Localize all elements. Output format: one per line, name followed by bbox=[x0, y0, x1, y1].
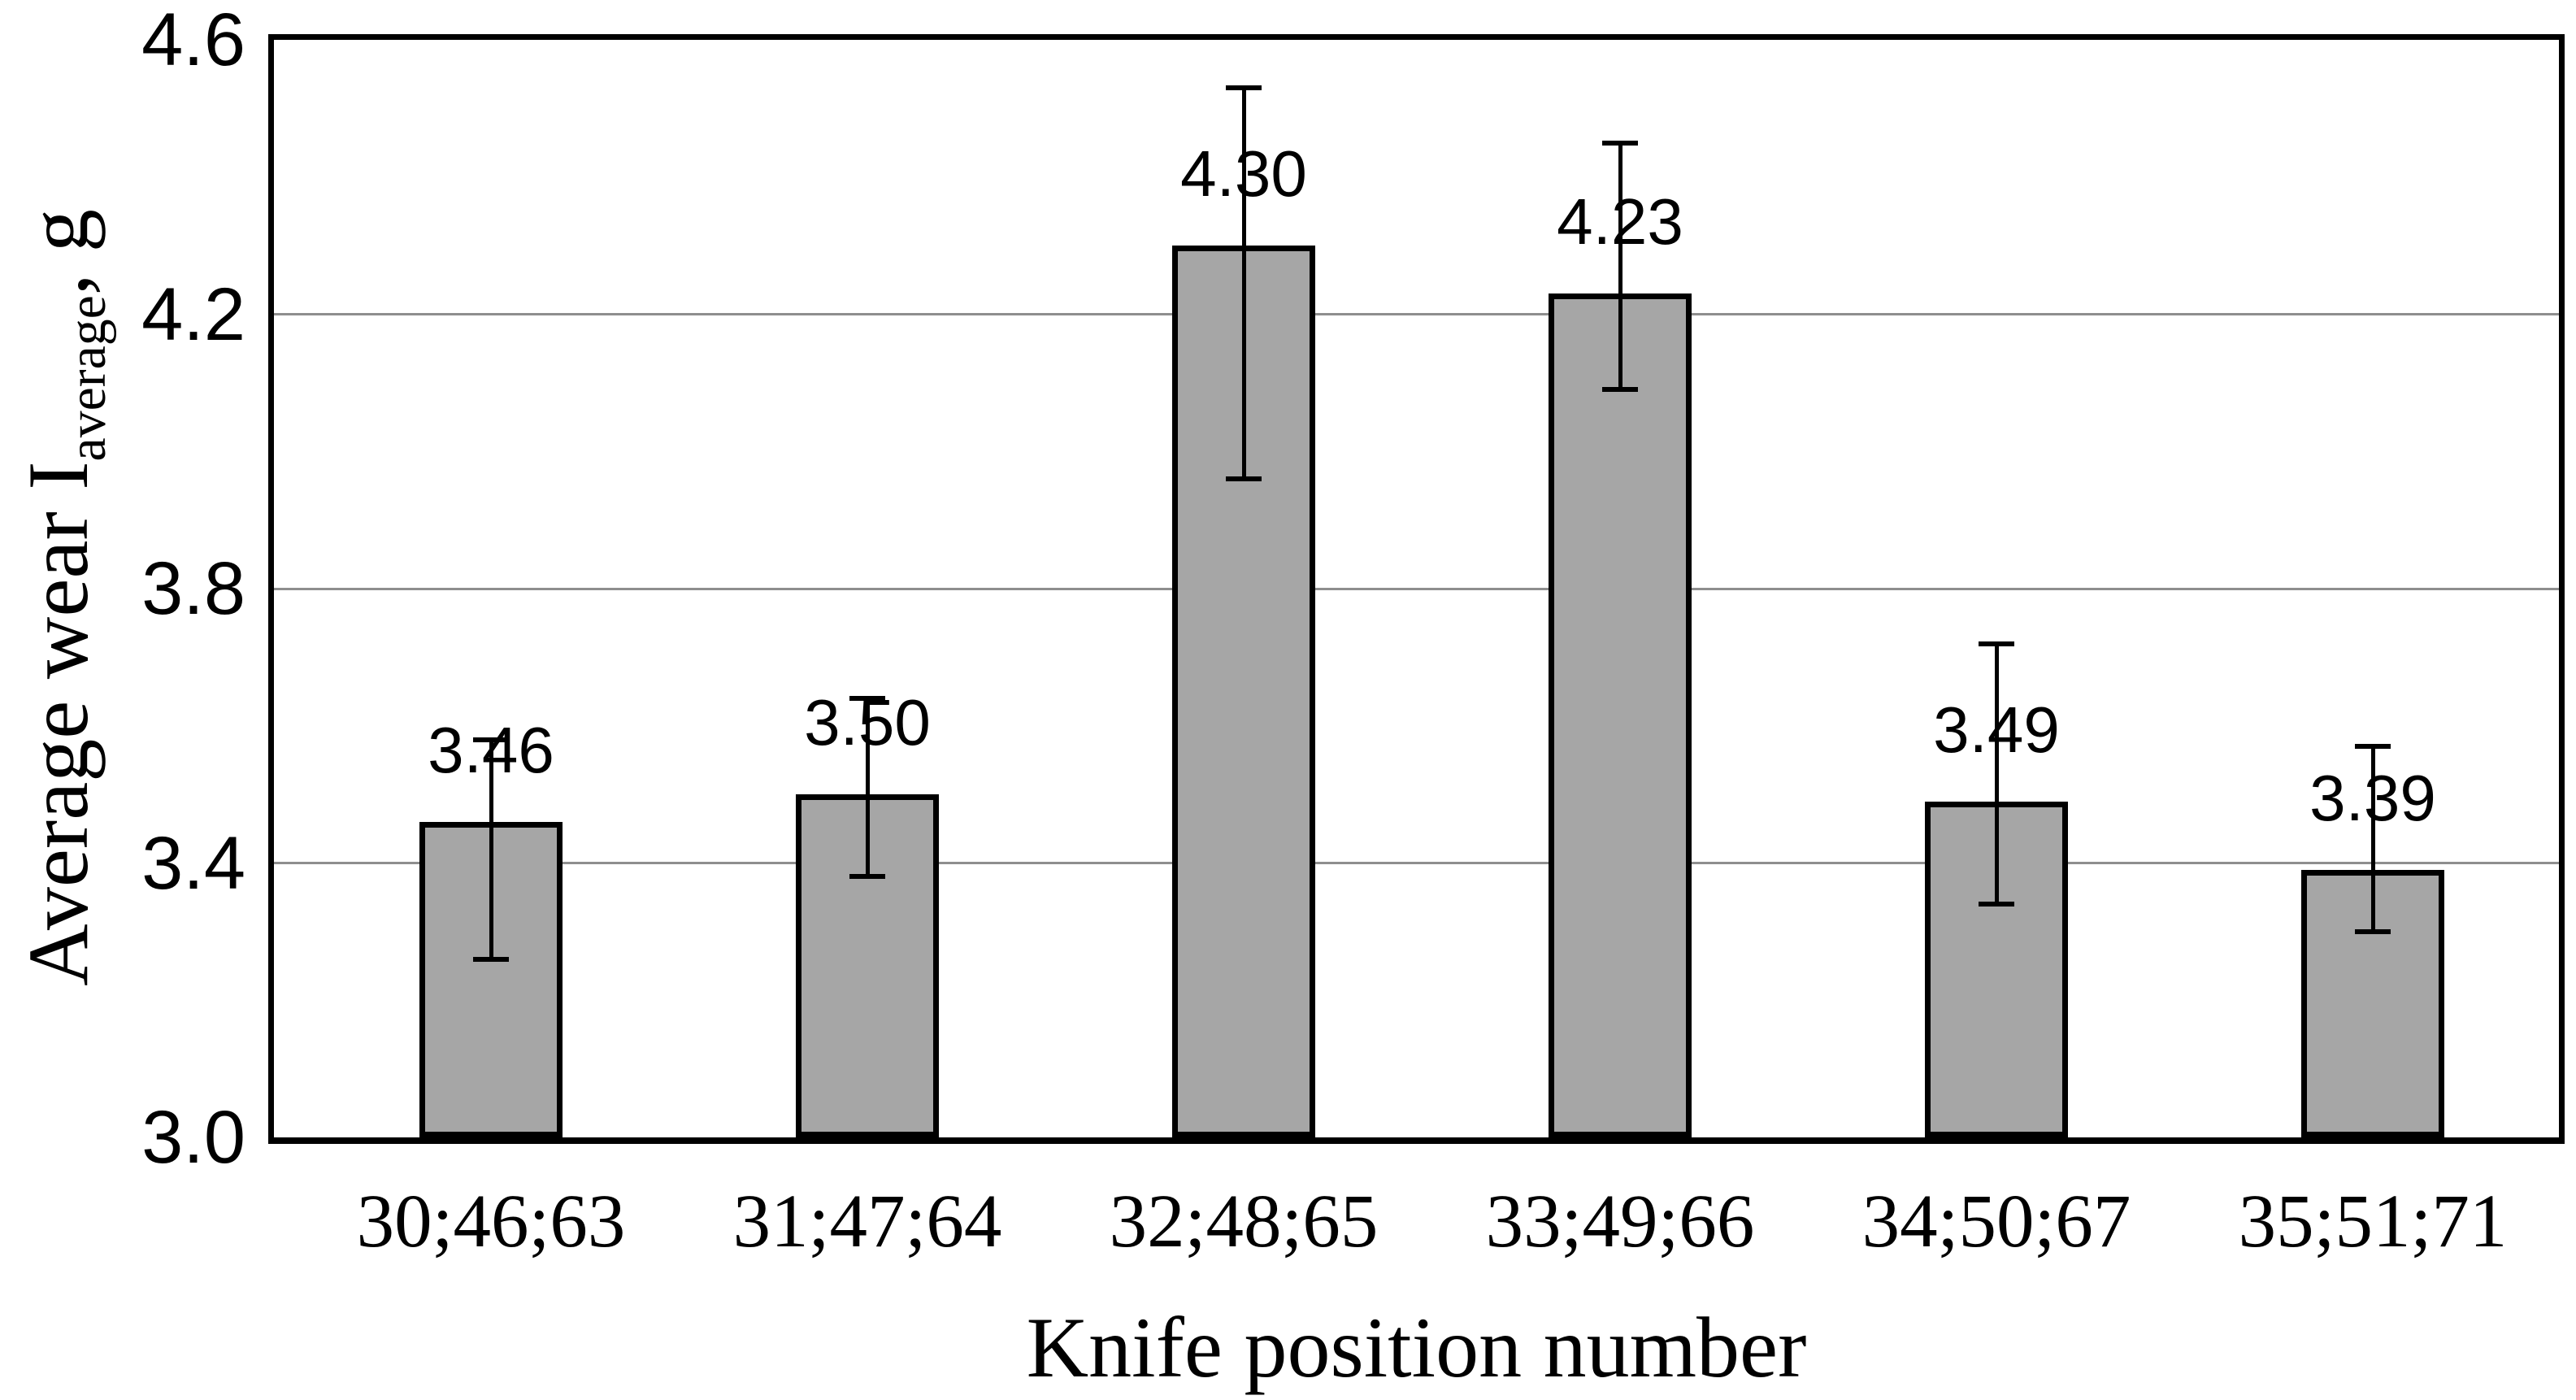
error-bar-cap-top bbox=[849, 696, 885, 701]
y-tick-label-3.0: 3.0 bbox=[141, 1096, 245, 1179]
error-bar-line bbox=[2370, 746, 2375, 932]
x-axis-title: Knife position number bbox=[1026, 1300, 1807, 1395]
x-tick-label-33;49;66: 33;49;66 bbox=[1485, 1180, 1755, 1263]
error-bar-cap-top bbox=[1226, 85, 1262, 91]
y-axis-title-subscript: average bbox=[58, 295, 118, 462]
y-tick-label-3.8: 3.8 bbox=[141, 547, 245, 630]
gridline-3.4 bbox=[274, 862, 2559, 864]
bar-value-label: 3.46 bbox=[428, 713, 554, 786]
error-bar-cap-bottom bbox=[849, 874, 885, 880]
bar-value-label: 4.23 bbox=[1557, 185, 1683, 259]
error-bar-cap-top bbox=[2355, 744, 2391, 750]
bar-value-label: 3.39 bbox=[2309, 761, 2436, 834]
gridline-3.8 bbox=[274, 587, 2559, 590]
error-bar-cap-bottom bbox=[473, 956, 509, 962]
x-tick-label-30;46;63: 30;46;63 bbox=[356, 1180, 626, 1263]
bar-value-label: 3.50 bbox=[804, 686, 931, 759]
bar-value-label: 4.30 bbox=[1180, 137, 1307, 211]
y-tick-label-4.2: 4.2 bbox=[141, 272, 245, 356]
bar-value-label: 3.49 bbox=[1933, 693, 2060, 766]
error-bar-line bbox=[489, 739, 493, 959]
y-axis-title-main: Average wear I bbox=[11, 461, 106, 986]
error-bar-cap-bottom bbox=[1979, 902, 2014, 907]
error-bar-cap-bottom bbox=[2355, 928, 2391, 934]
error-bar-cap-top bbox=[1979, 641, 2014, 646]
error-bar-cap-bottom bbox=[1602, 387, 1638, 393]
error-bar-cap-bottom bbox=[1226, 476, 1262, 481]
error-bar-line bbox=[1618, 142, 1622, 390]
error-bar-line bbox=[865, 698, 870, 877]
x-tick-label-35;51;71: 35;51;71 bbox=[2238, 1180, 2508, 1263]
y-axis-title-suffix: , g bbox=[11, 209, 106, 296]
x-tick-label-32;48;65: 32;48;65 bbox=[1109, 1180, 1379, 1263]
y-tick-label-4.6: 4.6 bbox=[141, 0, 245, 81]
error-bar-cap-top bbox=[473, 737, 509, 742]
y-axis-title: Average wear Iaverage, g bbox=[10, 209, 117, 986]
gridline-4.2 bbox=[274, 313, 2559, 315]
x-tick-label-34;50;67: 34;50;67 bbox=[1861, 1180, 2131, 1263]
bar-33;49;66 bbox=[1549, 293, 1692, 1137]
error-bar-line bbox=[1994, 643, 1999, 905]
plot-area: 3.46 3.50 4.30 4.23 3.49 3.39 bbox=[268, 34, 2565, 1144]
error-bar-cap-top bbox=[1602, 140, 1638, 146]
error-bar-line bbox=[1241, 88, 1246, 479]
y-tick-label-3.4: 3.4 bbox=[141, 821, 245, 905]
x-tick-label-31;47;64: 31;47;64 bbox=[732, 1180, 1002, 1263]
